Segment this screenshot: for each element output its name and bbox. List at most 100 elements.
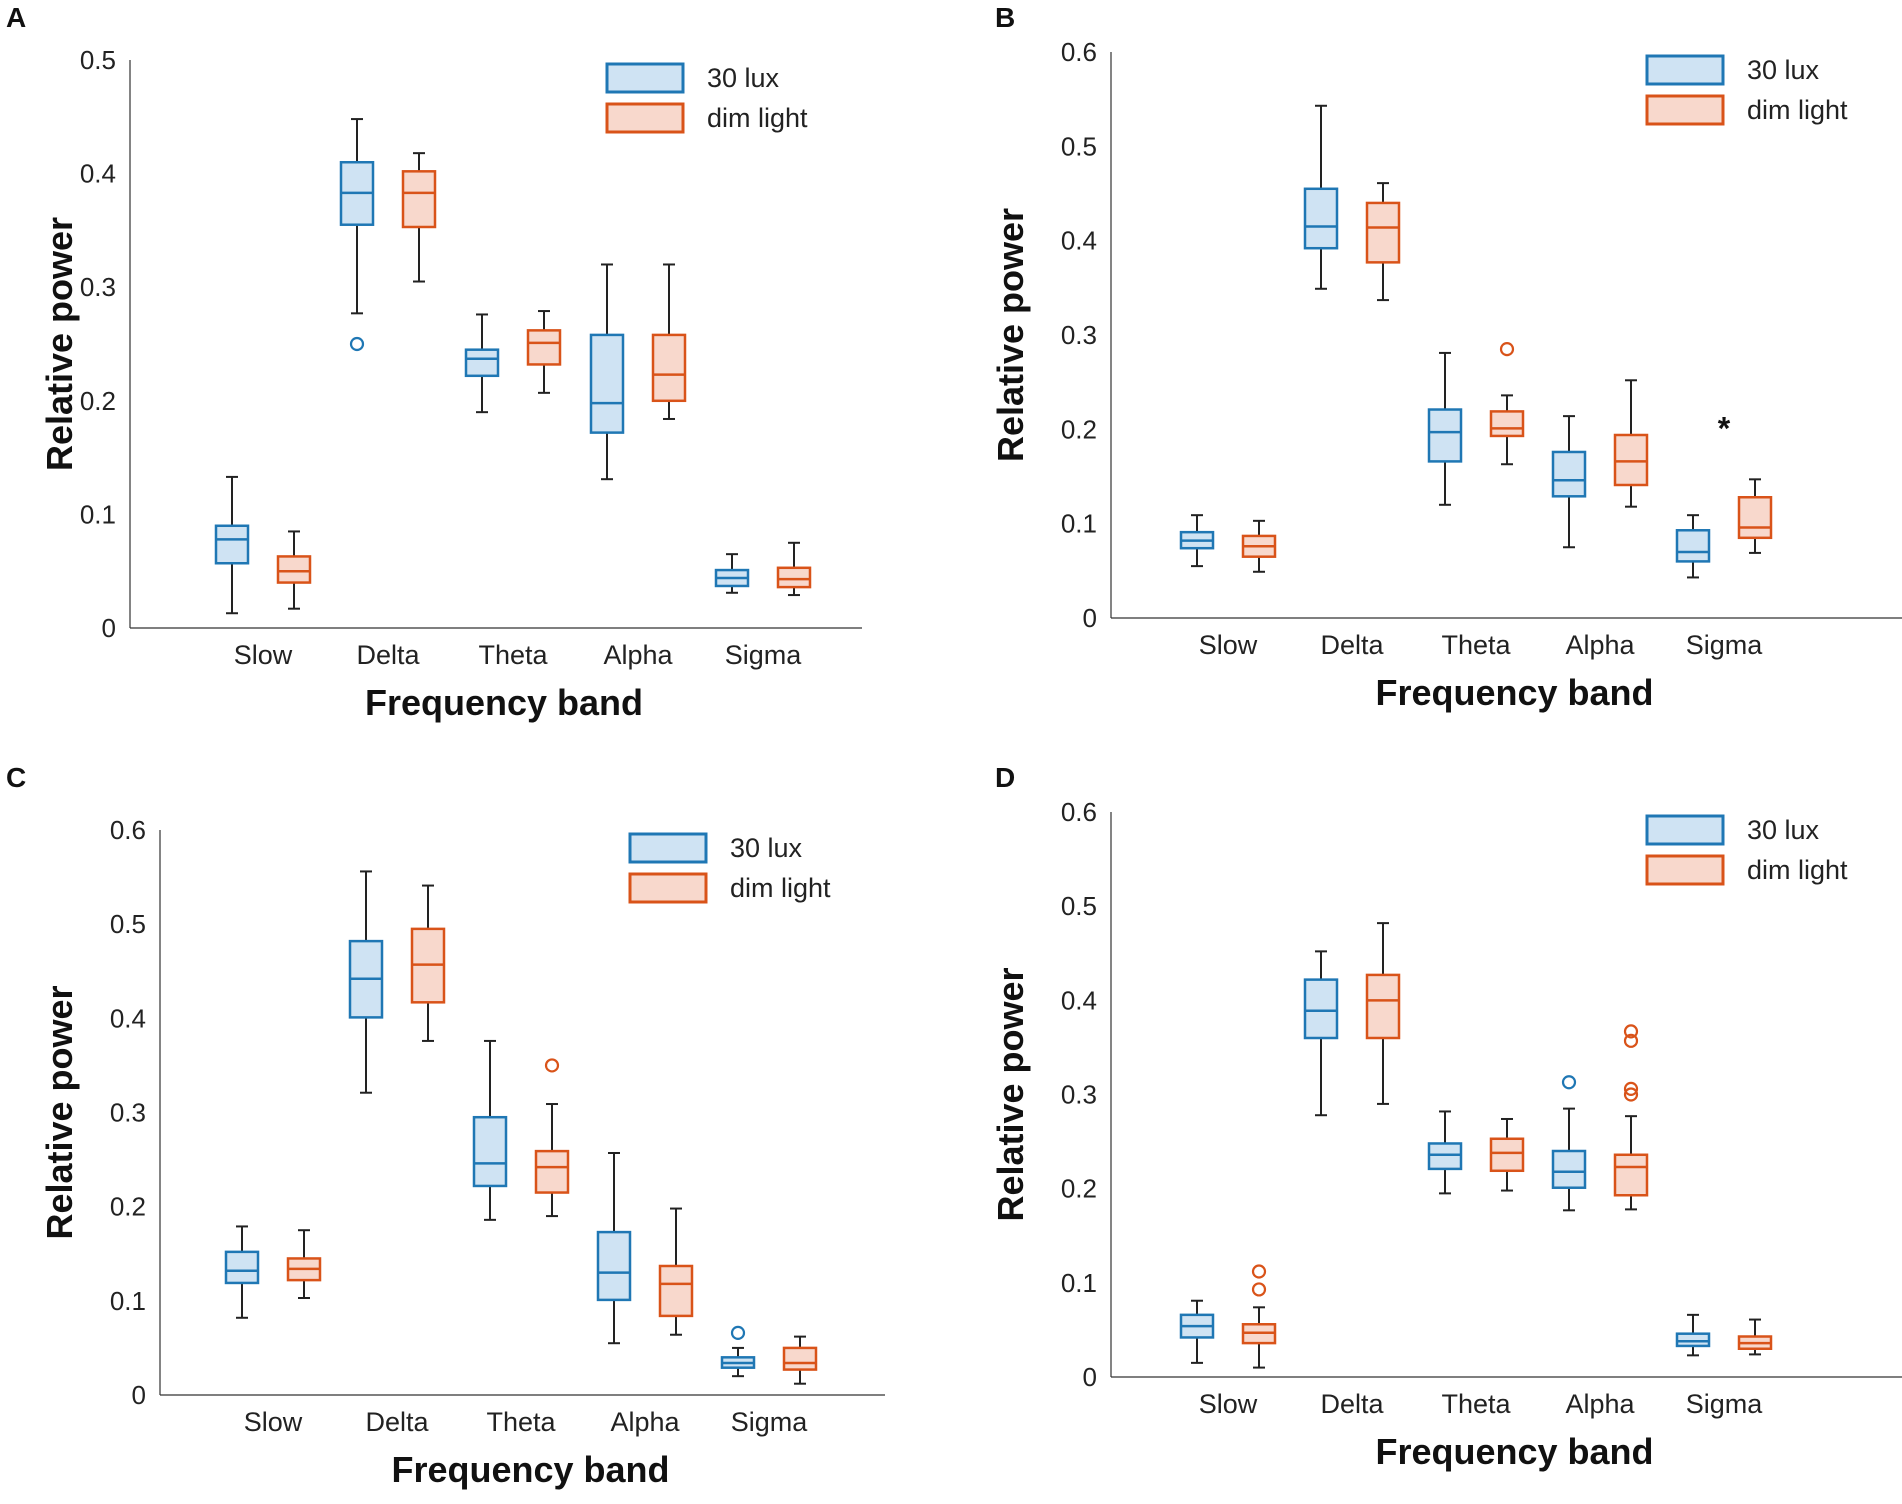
y-tick-label: 0.6 <box>1061 797 1097 827</box>
box-iqr <box>1551 1149 1587 1189</box>
legend-swatch-dim-light <box>628 872 708 904</box>
box-dim-light <box>1489 342 1525 466</box>
y-axis-title: Relative power <box>39 985 80 1239</box>
box-chart-b: 0 0.1 0.2 0.3 0.4 0.5 0.6 Slow Delta Theta Alpha Si… <box>990 37 1902 713</box>
x-tick-label: Slow <box>1199 1389 1258 1419</box>
box-dim-light <box>651 263 687 420</box>
y-tick-label: 0.4 <box>1061 985 1097 1015</box>
box-iqr <box>1551 450 1587 498</box>
legend-swatch-dim-light <box>605 102 685 134</box>
x-tick-label: Theta <box>478 640 548 670</box>
x-tick-label: Alpha <box>1565 1389 1635 1419</box>
box-chart-a: 0 0.1 0.2 0.3 0.4 0.5 Slow Delta Theta Alpha Sigma… <box>39 45 862 723</box>
y-tick-label: 0 <box>1083 1362 1097 1392</box>
box-dim-light <box>776 541 812 597</box>
panel-b: B 0 0.1 0.2 0.3 0.4 0.5 0.6 Slow Delta Theta Alpha… <box>951 0 1902 752</box>
y-tick-label: 0.5 <box>110 909 146 939</box>
y-tick-label: 0.1 <box>1061 509 1097 539</box>
y-tick-label: 0.3 <box>1061 1080 1097 1110</box>
outlier-point <box>730 1325 746 1340</box>
x-tick-label: Theta <box>1441 630 1511 660</box>
box-dim-light <box>1365 182 1401 302</box>
outlier-point <box>1251 1282 1267 1297</box>
y-tick-label: 0.2 <box>1061 1174 1097 1204</box>
box-30-lux <box>339 118 375 352</box>
y-tick-label: 0.3 <box>110 1098 146 1128</box>
box-30-lux <box>720 1325 756 1378</box>
y-tick-label: 0.4 <box>110 1003 146 1033</box>
box-iqr <box>214 524 250 565</box>
box-iqr <box>776 566 812 589</box>
legend: 30 lux dim light <box>1645 814 1848 886</box>
box-30-lux <box>589 263 625 481</box>
panel-letter: B <box>995 2 1016 33</box>
y-axis-title: Relative power <box>990 208 1031 462</box>
box-iqr <box>651 333 687 403</box>
box-30-lux <box>1179 1299 1215 1364</box>
box-iqr <box>1613 433 1649 487</box>
panel-d: D 0 0.1 0.2 0.3 0.4 0.5 0.6 Slow Delta Theta Alpha… <box>951 752 1902 1504</box>
x-tick-label: Sigma <box>1686 1389 1764 1419</box>
box-iqr <box>1365 973 1401 1040</box>
box-iqr <box>658 1264 694 1318</box>
box-30-lux <box>348 870 384 1094</box>
box-iqr <box>1427 408 1463 463</box>
x-tick-label: Slow <box>244 1407 303 1437</box>
y-tick-label: 0.2 <box>80 386 116 416</box>
legend: 30 lux dim light <box>1645 54 1848 126</box>
legend-label: dim light <box>730 873 831 903</box>
y-tick-label: 0.6 <box>110 815 146 845</box>
box-iqr <box>1303 187 1339 250</box>
y-axis-title: Relative power <box>990 967 1031 1221</box>
x-tick-label: Delta <box>356 640 420 670</box>
box-30-lux <box>1675 1313 1711 1357</box>
box-iqr <box>276 555 312 584</box>
box-iqr <box>1489 1137 1525 1173</box>
outlier-point <box>1623 1087 1639 1102</box>
box-dim-light <box>1365 922 1401 1105</box>
box-iqr <box>1737 496 1773 540</box>
box-dim-light <box>782 1335 818 1385</box>
legend-swatch-30-lux <box>1645 54 1725 86</box>
legend-label: 30 lux <box>707 63 780 93</box>
x-tick-label: Slow <box>234 640 293 670</box>
box-iqr <box>464 348 500 378</box>
x-axis-title: Frequency band <box>1375 1431 1653 1472</box>
y-tick-label: 0.1 <box>110 1286 146 1316</box>
box-iqr <box>589 333 625 434</box>
y-tick-label: 0.4 <box>80 159 116 189</box>
y-tick-label: 0.6 <box>1061 37 1097 67</box>
outlier-point <box>349 336 365 352</box>
y-tick-label: 0.3 <box>1061 320 1097 350</box>
x-tick-label: Theta <box>1441 1389 1511 1419</box>
x-tick-label: Alpha <box>603 640 673 670</box>
x-axis-title: Frequency band <box>391 1449 669 1490</box>
box-iqr <box>1675 1332 1711 1348</box>
box-iqr <box>1365 201 1401 264</box>
x-tick-label: Sigma <box>1686 630 1764 660</box>
box-30-lux <box>224 1225 260 1319</box>
outlier-point <box>1623 1033 1639 1048</box>
outlier-point <box>1623 1024 1639 1039</box>
y-axis-title: Relative power <box>39 217 80 471</box>
panel-letter: D <box>995 762 1016 793</box>
box-iqr <box>782 1346 818 1371</box>
x-tick-label: Delta <box>365 1407 429 1437</box>
panel-letter: A <box>6 2 27 33</box>
y-tick-label: 0.2 <box>1061 414 1097 444</box>
y-tick-label: 0.5 <box>1061 891 1097 921</box>
box-30-lux <box>472 1039 508 1221</box>
panel-letter: C <box>6 762 27 793</box>
box-iqr <box>526 329 562 366</box>
box-iqr <box>472 1115 508 1188</box>
box-dim-light <box>286 1229 322 1300</box>
legend-swatch-30-lux <box>605 62 685 94</box>
box-dim-light <box>1241 1264 1277 1369</box>
x-tick-label: Delta <box>1320 630 1384 660</box>
outlier-point <box>1561 1075 1577 1090</box>
box-iqr <box>1489 410 1525 438</box>
box-iqr <box>224 1250 260 1285</box>
box-iqr <box>1303 978 1339 1040</box>
box-30-lux <box>214 475 250 615</box>
box-dim-light <box>410 884 446 1042</box>
